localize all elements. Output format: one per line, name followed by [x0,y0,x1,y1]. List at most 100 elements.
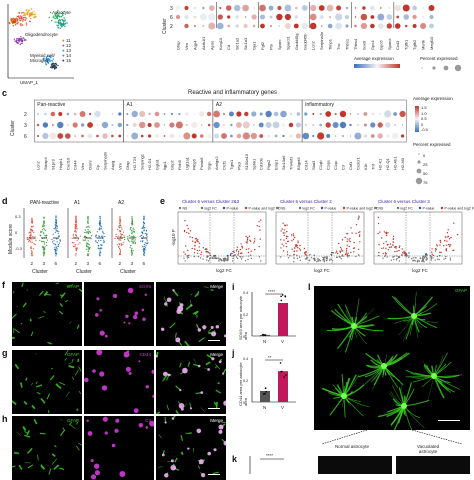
top-gene-label: Cd [226,45,231,50]
panel-e-point [185,260,186,261]
panel-e-point [358,218,359,219]
panel-c-dot [229,112,234,117]
panel-c-dot [378,122,383,127]
panel-d-point [119,223,120,224]
panel-d-point [89,227,90,228]
micro-process [48,410,49,413]
panel-d-point [75,219,76,220]
panel-c-dot [319,124,322,127]
panel-d-point [54,247,55,248]
micro-nucleus [219,430,223,434]
panel-c-dot [171,113,173,115]
panel-c-dot [378,133,383,138]
panel-e-point [206,251,207,252]
panel-e-point [188,257,189,258]
panel-e-point [435,250,436,251]
panel-c-dot [340,122,346,128]
micro-nucleus [112,444,116,448]
top-dot [227,15,230,18]
panel-c-dot [97,124,99,126]
panel-d-point [51,239,52,240]
panel-e-point [345,254,346,255]
top-gene-label: Lcn2 [311,41,316,50]
umap-point [21,38,22,39]
umap-point [20,23,21,24]
panel-d-point [72,238,73,239]
panel-d-point [99,227,100,228]
panel-e-point [450,244,451,245]
panel-e-point [259,256,260,257]
panel-d-point [119,220,120,221]
umap-point [22,43,23,44]
panel-d-point [145,247,146,248]
micro-process [15,329,20,333]
top-gene-label: Gpc6 [378,40,383,50]
panel-e-point [314,255,315,256]
panel-d-point [143,251,144,252]
top-dot [354,25,356,27]
micro-nucleus [219,360,222,363]
panel-c-dot [342,135,344,137]
panel-d-point [120,251,121,252]
panel-e-point [435,259,436,260]
umap-point [17,23,18,24]
panel-d-point [101,226,102,227]
umap-point [63,21,64,22]
panel-e-point [299,245,300,246]
panel-c-dot [290,113,291,114]
astrocyte-process [332,326,354,329]
panel-d-point [55,228,56,229]
panel-e-point [186,232,187,233]
panel-c-gene-label: Cp [95,164,100,170]
panel-c-gene-label: Cd14 [303,160,308,170]
micro-process [21,323,22,324]
panel-c-gene-label: Cd109 [259,157,264,170]
umap-point [22,41,23,42]
top-dot [310,14,317,21]
cell-label-oligodendrocyte: Oligodendrocyte [25,32,58,37]
panel-d-point [32,223,33,224]
micro-nucleus [222,373,224,375]
panel-d-point [33,248,34,249]
astrocyte-process [394,297,414,316]
panel-e-point [359,236,360,237]
panel-c-dot [170,134,174,138]
umap-point [17,16,18,17]
panel-d-point [146,239,147,240]
panel-f-label: f [2,280,5,290]
micro-process [15,364,18,368]
panel-c-dot [259,123,264,128]
micro-process [75,370,78,376]
top-avg-expr-label: Average expression [354,56,394,61]
panel-e-point [326,259,327,260]
panel-e-point [295,244,296,245]
panel-e-point [431,251,432,252]
panel-c-pct-label: Percent expressed [413,142,451,147]
panel-c-dot [164,124,165,125]
top-dot [370,6,375,11]
panel-d-point [141,235,142,236]
panel-e-point [325,256,326,257]
top-dot [412,15,416,19]
astrocyte-process [387,316,414,319]
panel-d-point [98,248,99,249]
micro-nucleus [138,360,140,362]
micro-process [47,394,49,400]
micro-process [159,435,162,438]
panel-e-point [420,257,421,258]
umap-point [20,36,21,37]
panel-d-point [99,255,100,256]
panel-e-legend-label: P-value [423,207,435,211]
panel-e-point [383,243,384,244]
panel-e-point [358,216,359,217]
panel-e-point [260,238,261,239]
umap-point [64,26,65,27]
panel-d-point [121,229,122,230]
bar-point [280,296,282,298]
panel-d-point [90,232,91,233]
umap-point [9,22,10,23]
micro-process [70,425,75,429]
micro-image [84,416,154,480]
